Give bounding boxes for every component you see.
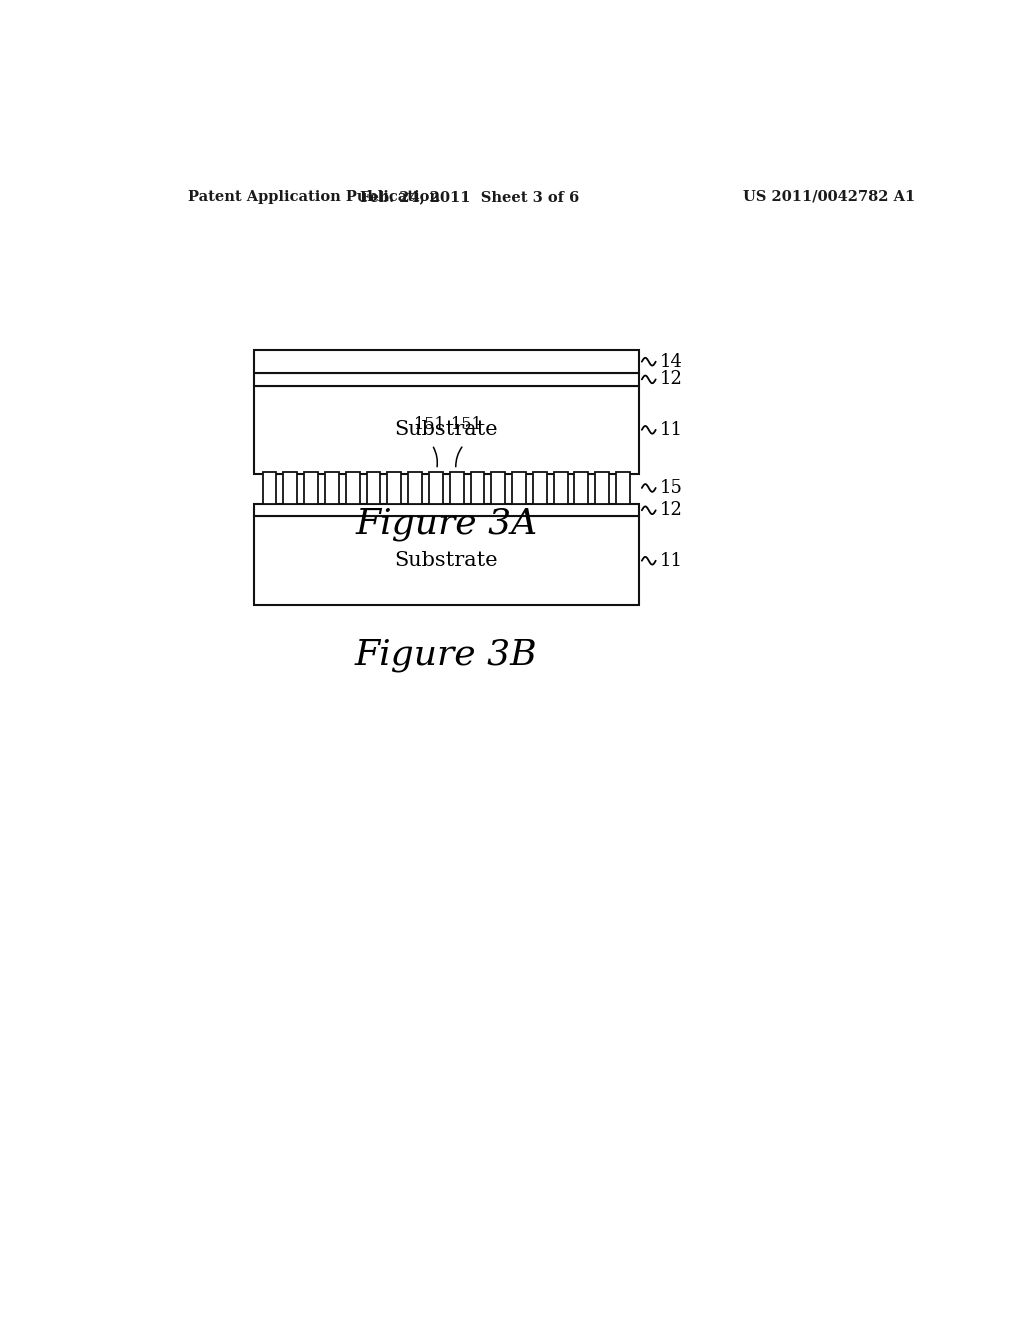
- Bar: [254, 350, 639, 374]
- Text: Substrate: Substrate: [394, 420, 498, 440]
- Bar: [262, 471, 276, 504]
- Text: 11: 11: [659, 421, 683, 438]
- Bar: [367, 471, 381, 504]
- Bar: [346, 471, 359, 504]
- Bar: [532, 471, 547, 504]
- Bar: [254, 385, 639, 474]
- Text: Feb. 24, 2011  Sheet 3 of 6: Feb. 24, 2011 Sheet 3 of 6: [359, 190, 579, 203]
- Bar: [574, 471, 589, 504]
- Text: Figure 3B: Figure 3B: [355, 638, 538, 672]
- Text: 14: 14: [659, 352, 682, 371]
- Bar: [284, 471, 297, 504]
- Text: 11: 11: [659, 552, 683, 570]
- Text: Figure 3A: Figure 3A: [355, 507, 538, 541]
- Bar: [616, 471, 630, 504]
- Bar: [512, 471, 526, 504]
- Text: US 2011/0042782 A1: US 2011/0042782 A1: [742, 190, 915, 203]
- Bar: [492, 471, 505, 504]
- Bar: [409, 471, 422, 504]
- Bar: [254, 504, 639, 516]
- Bar: [325, 471, 339, 504]
- Text: Substrate: Substrate: [394, 552, 498, 570]
- Bar: [450, 471, 464, 504]
- Bar: [554, 471, 567, 504]
- Bar: [304, 471, 318, 504]
- Bar: [387, 471, 401, 504]
- Bar: [595, 471, 609, 504]
- Text: 15: 15: [659, 479, 682, 496]
- Text: 12: 12: [659, 502, 682, 519]
- Text: 151: 151: [415, 416, 445, 433]
- Bar: [254, 374, 639, 385]
- Bar: [470, 471, 484, 504]
- Bar: [429, 471, 442, 504]
- Text: 12: 12: [659, 371, 682, 388]
- Text: Patent Application Publication: Patent Application Publication: [188, 190, 440, 203]
- Bar: [254, 516, 639, 605]
- Text: 151: 151: [451, 416, 481, 433]
